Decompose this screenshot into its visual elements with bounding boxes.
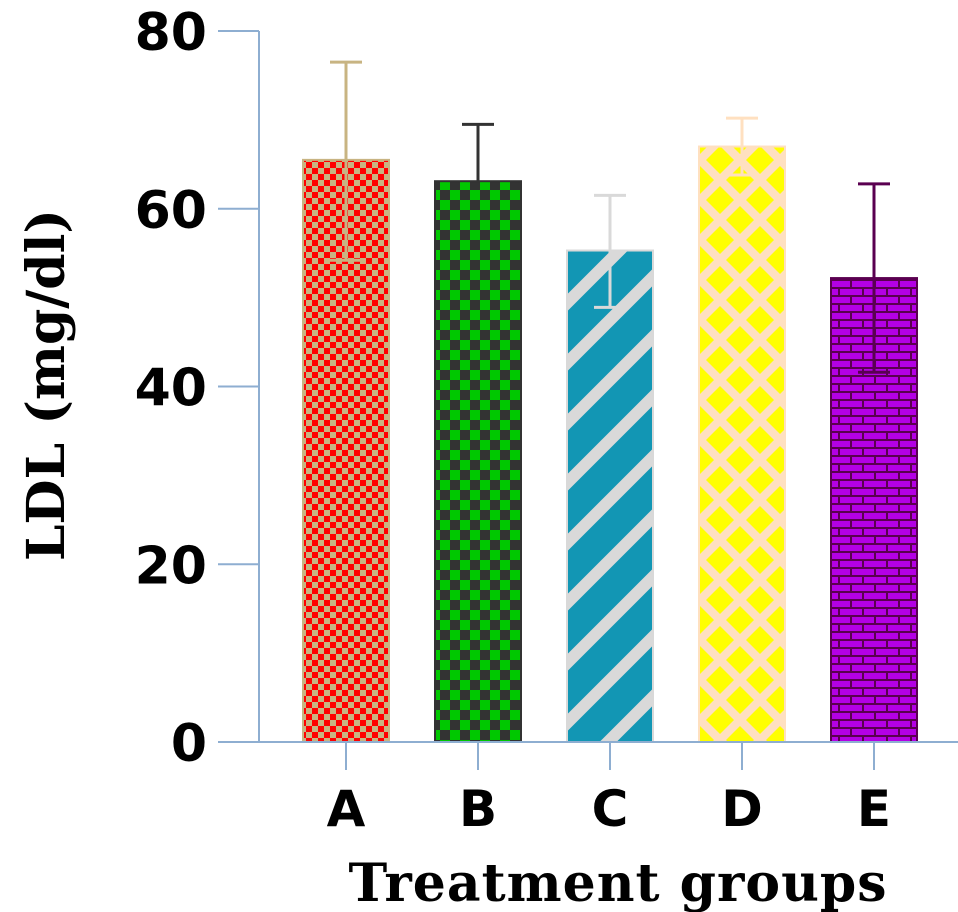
error-bars [330, 60, 890, 374]
x-axis-title: Treatment groups [348, 853, 887, 912]
x-axis-ticks: A B C D E [327, 742, 891, 838]
y-tick-label: 80 [135, 3, 207, 63]
y-tick-label: 20 [135, 536, 207, 596]
y-tick-label: 40 [135, 359, 207, 419]
x-tick-label-E: E [857, 780, 891, 838]
x-tick-label-B: B [459, 780, 497, 838]
y-axis-title: LDL (mg/dl) [16, 209, 77, 561]
bar-B [434, 180, 522, 744]
y-axis-ticks: 0 20 40 60 80 [135, 3, 259, 774]
x-tick-label-C: C [592, 780, 629, 838]
y-tick-label: 0 [171, 714, 207, 774]
x-tick-label-A: A [327, 780, 366, 838]
y-tick-label: 60 [135, 181, 207, 241]
bar-C [566, 249, 654, 744]
bar-D [698, 145, 786, 744]
x-tick-label-D: D [721, 780, 763, 838]
